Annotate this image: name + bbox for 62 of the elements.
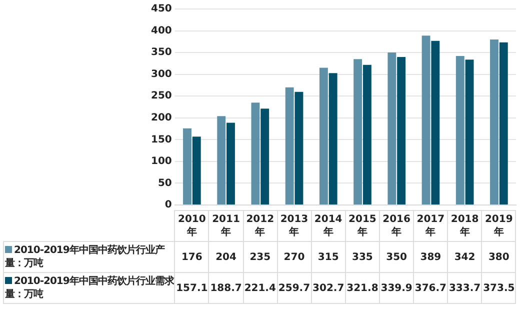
y-tick-label: 400 [151, 25, 172, 36]
bar [422, 36, 430, 204]
bar [251, 102, 260, 204]
x-tick-label: 2011年 [208, 210, 244, 242]
x-tick-label: 2012年 [243, 210, 278, 242]
bar [354, 59, 362, 204]
y-tick-label: 450 [151, 4, 172, 15]
bar [260, 108, 270, 204]
data-label: 335 [345, 242, 380, 272]
data-label: 342 [448, 242, 482, 272]
data-label: 321.8 [345, 272, 380, 304]
bar [183, 128, 192, 204]
y-tick-label: 150 [151, 134, 172, 146]
x-tick-label: 2015年 [345, 210, 380, 242]
x-tick-label: 2016年 [380, 210, 414, 242]
y-tick-label: 300 [151, 68, 172, 80]
bar [192, 136, 201, 204]
bar [397, 56, 406, 204]
data-label: 376.7 [414, 272, 448, 304]
bar [465, 60, 474, 204]
x-tick-label: 2013年 [277, 210, 312, 242]
bar [499, 42, 508, 204]
y-tick-label: 50 [158, 178, 172, 189]
data-label: 339.9 [380, 272, 414, 304]
data-label: 350 [380, 242, 414, 272]
data-label: 302.7 [311, 272, 346, 304]
y-tick-label: 350 [151, 47, 172, 58]
legend-label: 2010-2019年中国中药饮片行业产量：万吨 [4, 242, 175, 272]
bar [490, 39, 498, 204]
bar [431, 40, 440, 204]
data-label: 204 [208, 242, 244, 272]
bar [294, 92, 304, 204]
data-label: 333.7 [448, 272, 482, 304]
data-label: 270 [277, 242, 312, 272]
x-tick-label: 2010年 [174, 210, 209, 242]
data-label: 176 [174, 242, 209, 272]
data-label: 315 [311, 242, 346, 272]
bar [319, 68, 328, 204]
data-label: 235 [243, 242, 278, 272]
data-label: 221.4 [243, 272, 278, 304]
x-tick-label: 2019年 [482, 210, 516, 242]
y-tick-label: 200 [151, 112, 172, 124]
bar [217, 116, 226, 204]
data-label: 188.7 [208, 272, 244, 304]
data-label: 373.5 [482, 272, 516, 304]
x-tick-label: 2018年 [448, 210, 482, 242]
bar [388, 52, 396, 204]
x-tick-label: 2014年 [311, 210, 346, 242]
data-label: 259.7 [277, 272, 312, 304]
x-tick-label: 2017年 [414, 210, 448, 242]
bar [362, 64, 372, 204]
y-tick-label: 100 [151, 156, 172, 168]
y-tick-label: 250 [151, 90, 172, 102]
legend-label: 2010-2019年中国中药饮片行业需求量：万吨 [4, 272, 175, 304]
bar [285, 87, 294, 204]
bar [456, 56, 464, 204]
y-tick-label: 0 [164, 200, 172, 211]
bar [328, 73, 338, 204]
data-label: 380 [482, 242, 516, 272]
data-label: 157.1 [174, 272, 209, 304]
data-label: 389 [414, 242, 448, 272]
bar [226, 122, 235, 204]
